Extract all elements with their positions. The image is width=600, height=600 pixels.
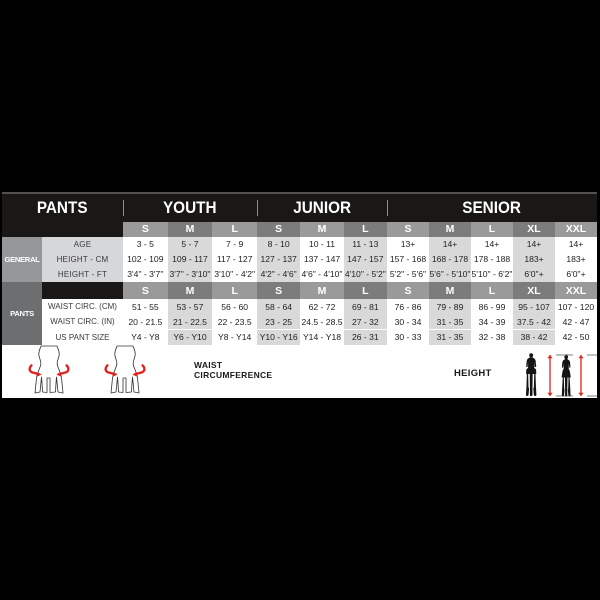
- svg-text:CIRCUMFERENCE: CIRCUMFERENCE: [194, 370, 272, 380]
- svg-text:WAIST: WAIST: [194, 360, 223, 370]
- svg-text:HEIGHT: HEIGHT: [454, 368, 492, 379]
